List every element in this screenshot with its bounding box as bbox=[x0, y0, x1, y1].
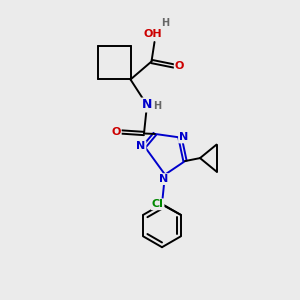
Text: O: O bbox=[111, 127, 121, 137]
Text: N: N bbox=[179, 133, 188, 142]
Text: H: H bbox=[153, 101, 162, 112]
Text: N: N bbox=[142, 98, 152, 112]
Text: OH: OH bbox=[144, 28, 162, 39]
Text: Cl: Cl bbox=[152, 199, 164, 209]
Text: N: N bbox=[159, 174, 168, 184]
Text: H: H bbox=[161, 18, 169, 28]
Text: O: O bbox=[175, 61, 184, 71]
Text: N: N bbox=[136, 141, 146, 151]
